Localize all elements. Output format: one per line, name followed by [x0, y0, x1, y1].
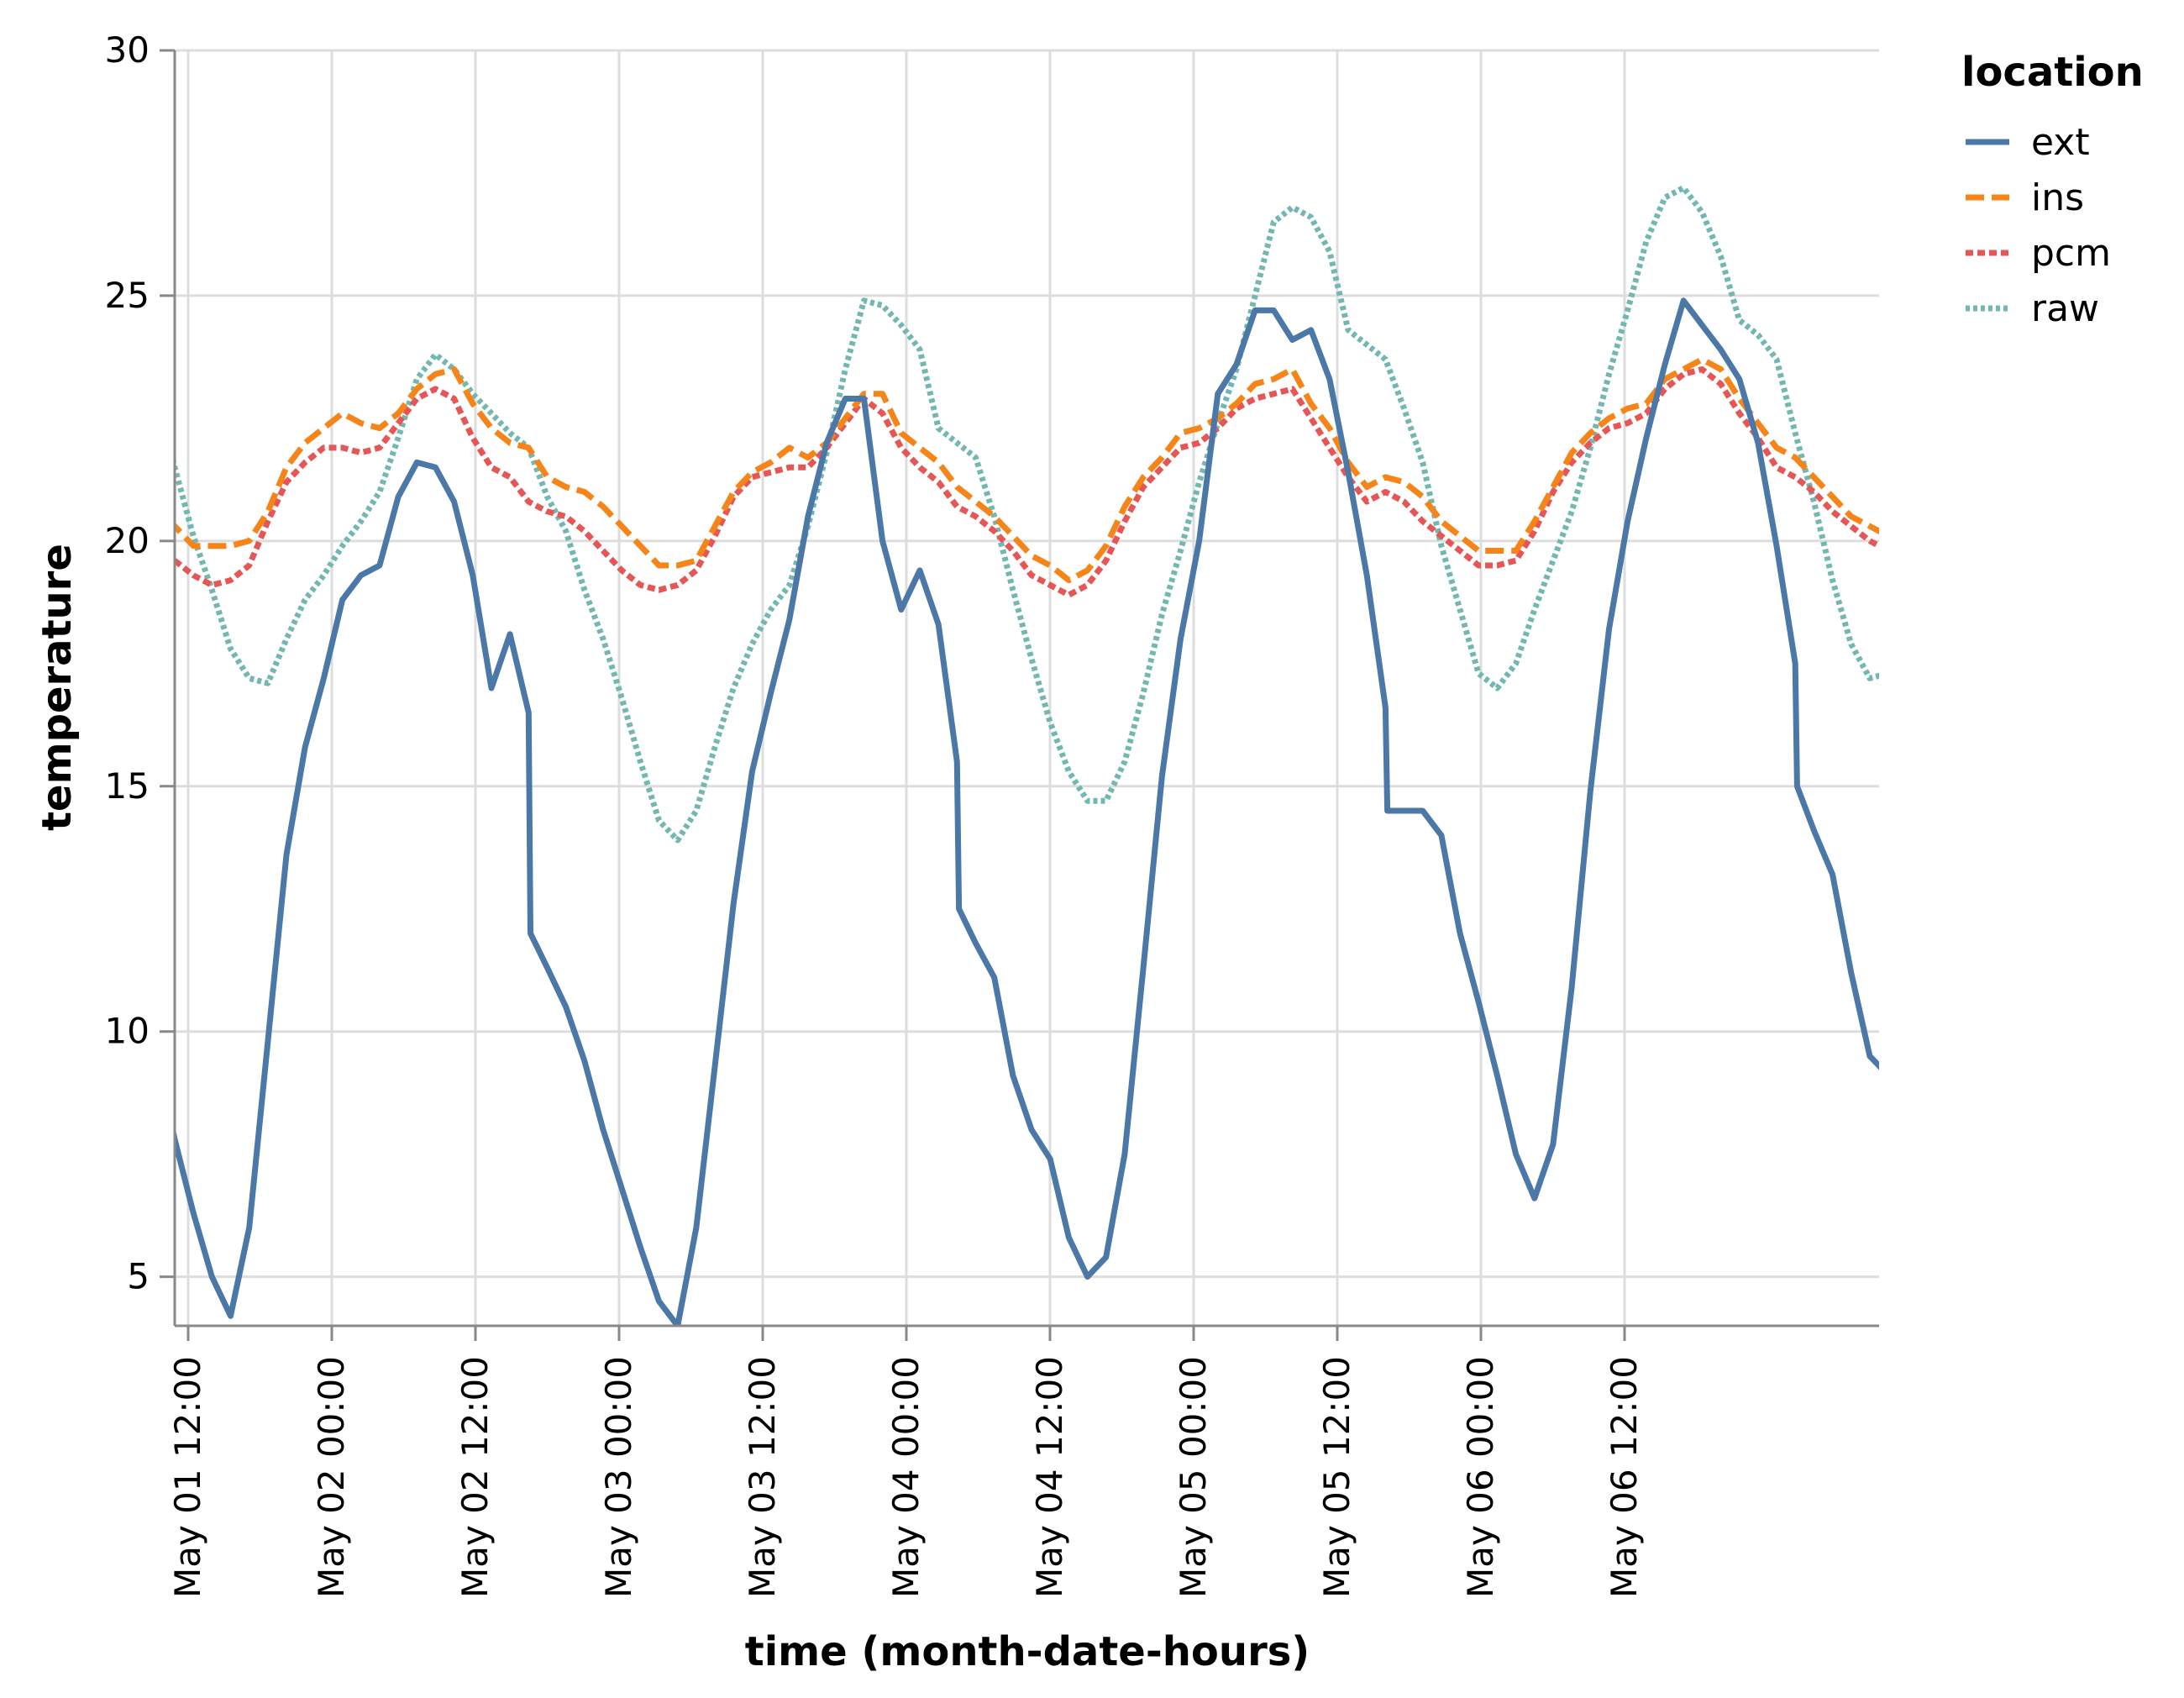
x-tick-label: May 05 00:00 [1173, 1356, 1214, 1598]
legend-title: location [1961, 49, 2144, 96]
x-tick-label: May 02 00:00 [311, 1356, 352, 1598]
y-axis-title: temperature [34, 544, 81, 831]
x-tick-label: May 06 12:00 [1604, 1356, 1645, 1598]
x-tick-label: May 02 12:00 [454, 1356, 496, 1598]
x-tick-label: May 03 12:00 [742, 1356, 783, 1598]
series-line-pcm [175, 366, 1879, 598]
y-tick-label: 20 [105, 520, 150, 561]
x-tick-label: May 04 00:00 [885, 1356, 927, 1598]
x-tick-label: May 01 12:00 [167, 1356, 208, 1598]
x-tick-label: May 04 12:00 [1029, 1356, 1070, 1598]
legend-label-ins: ins [2031, 176, 2084, 219]
y-tick-label: 15 [105, 765, 150, 807]
axes: 5 10 15 20 25 30 May 01 12:00 May 02 00:00 May 0… [105, 29, 1879, 1598]
y-tick-label: 5 [127, 1256, 150, 1297]
x-tick-label: May 06 00:00 [1460, 1356, 1501, 1598]
y-tick-label: 30 [105, 29, 150, 71]
legend-label-ext: ext [2031, 121, 2090, 164]
legend-label-pcm: pcm [2031, 232, 2111, 275]
legend: location ext ins pcm raw [1961, 49, 2144, 330]
y-tick-label: 10 [105, 1011, 150, 1052]
x-axis-title: time (month-date-hours) [745, 1628, 1310, 1675]
legend-label-raw: raw [2031, 287, 2099, 330]
series-line-ext [175, 297, 1879, 1326]
x-tick-label: May 03 00:00 [598, 1356, 639, 1598]
x-tick-label: May 05 12:00 [1316, 1356, 1357, 1598]
y-tick-label: 25 [105, 275, 150, 316]
legend-items: ext ins pcm raw [1966, 121, 2111, 330]
series-line-ins [175, 356, 1879, 584]
series-lines [175, 185, 1879, 1326]
gridlines [175, 49, 1879, 1326]
series-line-raw [175, 185, 1879, 844]
